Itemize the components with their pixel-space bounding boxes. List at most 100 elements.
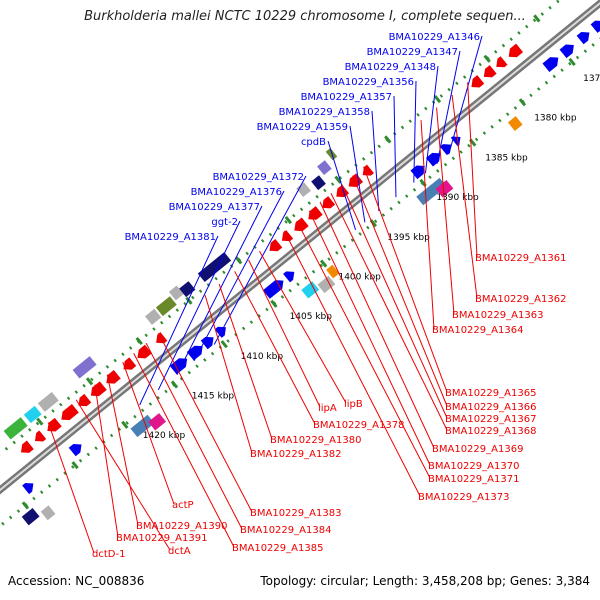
- inner-major-tick: [284, 215, 293, 225]
- reverse-gene-arrow: [348, 173, 364, 188]
- forward-gene-arrow: [283, 271, 295, 283]
- gene-label-lower: BMA10229_A1369: [432, 444, 523, 455]
- reverse-gene-arrow: [106, 369, 121, 384]
- reverse-gene-arrow: [78, 393, 92, 407]
- label-leader-line: [319, 201, 435, 449]
- label-leader-line: [75, 399, 171, 551]
- inner-major-tick: [36, 417, 44, 426]
- tick-label: 1390 kbp: [436, 193, 479, 203]
- gene-label-lower: dctA: [168, 546, 191, 557]
- reverse-gene-arrow: [508, 43, 524, 58]
- cog-block: [21, 507, 40, 526]
- cog-block: [435, 179, 454, 198]
- cog-block: [317, 275, 336, 294]
- gene-label-lower: BMA10229_A1365: [445, 388, 536, 399]
- gene-label-lower: lipA: [318, 403, 337, 414]
- gene-label-upper: BMA10229_A1372: [213, 172, 304, 183]
- reverse-gene-arrow: [471, 75, 485, 88]
- label-leader-line: [393, 95, 397, 198]
- forward-gene-arrow: [186, 345, 203, 361]
- inner-major-tick: [433, 95, 442, 104]
- reverse-gene-arrow: [496, 56, 508, 68]
- outer-major-tick: [71, 461, 79, 470]
- gene-label-upper: BMA10229_A1377: [169, 202, 260, 213]
- inner-major-tick: [185, 296, 193, 305]
- gene-label-lower: actP: [172, 500, 194, 511]
- cog-block: [301, 281, 320, 299]
- label-leader-line: [213, 175, 307, 345]
- tick-label: 1380 kbp: [534, 114, 577, 124]
- gene-label-upper: ggt-2: [211, 217, 238, 228]
- cog-block: [23, 405, 42, 424]
- inner-major-tick: [483, 54, 491, 63]
- reverse-gene-arrow: [483, 65, 497, 78]
- gene-label-lower: BMA10229_A1373: [418, 492, 509, 503]
- label-leader-line: [283, 230, 421, 497]
- inner-major-tick: [334, 175, 342, 184]
- forward-gene-arrow: [200, 336, 214, 350]
- reverse-gene-arrow: [90, 381, 107, 397]
- cog-block: [168, 285, 184, 301]
- tick-label: 1410 kbp: [241, 352, 284, 362]
- label-leader-line: [296, 220, 431, 479]
- tick-label: 1375 kbp: [583, 74, 600, 84]
- gene-label-upper: BMA10229_A1357: [301, 92, 392, 103]
- label-leader-line: [341, 184, 448, 419]
- reverse-gene-arrow: [137, 344, 152, 359]
- gene-label-lower: BMA10229_A1366: [445, 402, 536, 413]
- label-leader-line: [420, 120, 435, 330]
- reverse-gene-arrow: [123, 357, 137, 370]
- gene-label-lower: BMA10229_A1391: [116, 533, 207, 544]
- gene-label-lower: BMA10229_A1382: [250, 449, 341, 460]
- label-leader-line: [424, 65, 439, 174]
- forward-gene-arrow: [542, 57, 559, 72]
- inner-major-tick: [85, 377, 94, 386]
- gene-label-lower: BMA10229_A1384: [240, 525, 331, 536]
- genome-summary: Topology: circular; Length: 3,458,208 bp…: [260, 574, 590, 588]
- label-leader-line: [363, 166, 448, 393]
- inner-major-tick: [533, 14, 541, 23]
- label-leader-line: [308, 210, 431, 466]
- cog-block: [416, 177, 447, 206]
- reverse-gene-arrow: [294, 217, 309, 232]
- label-leader-line: [158, 332, 253, 513]
- outer-major-tick: [568, 57, 576, 66]
- tick-label: 1395 kbp: [387, 233, 430, 243]
- tick-label: 1420 kbp: [143, 431, 186, 441]
- label-leader-line: [106, 374, 139, 526]
- inner-major-tick: [384, 135, 392, 144]
- tick-label: 1385 kbp: [485, 153, 528, 163]
- outer-major-tick: [121, 420, 129, 429]
- outer-major-tick: [319, 259, 328, 268]
- outer-major-tick: [21, 501, 30, 510]
- forward-gene-arrow: [22, 483, 34, 495]
- gene-label-lower: BMA10229_A1370: [428, 461, 519, 472]
- cog-block: [130, 414, 155, 438]
- gene-label-lower: BMA10229_A1390: [136, 521, 227, 532]
- label-leader-line: [352, 175, 448, 407]
- label-leader-line: [371, 110, 380, 212]
- forward-gene-arrow: [576, 31, 590, 45]
- reverse-gene-arrow: [61, 404, 79, 421]
- backbone-highlight: [0, 1, 600, 492]
- reverse-gene-arrow: [20, 440, 34, 453]
- reverse-gene-arrow: [322, 196, 336, 209]
- label-leader-line: [234, 271, 316, 425]
- gene-label-lower: BMA10229_A1371: [428, 474, 519, 485]
- reverse-gene-arrow: [269, 238, 283, 252]
- outer-major-tick: [220, 340, 228, 349]
- cog-block: [145, 308, 162, 325]
- gene-label-lower: BMA10229_A1383: [250, 508, 341, 519]
- gene-label-lower: BMA10229_A1363: [452, 310, 543, 321]
- forward-gene-arrow: [590, 20, 600, 33]
- cog-block: [326, 264, 340, 279]
- label-leader-line: [330, 192, 448, 431]
- label-leader-line: [133, 352, 235, 548]
- cog-block: [148, 413, 167, 431]
- cog-block: [325, 147, 338, 161]
- gene-label-lower: BMA10229_A1385: [232, 543, 323, 554]
- label-leader-line: [467, 82, 478, 258]
- gene-label-lower: BMA10229_A1367: [445, 414, 536, 425]
- gene-label-lower: BMA10229_A1362: [475, 294, 566, 305]
